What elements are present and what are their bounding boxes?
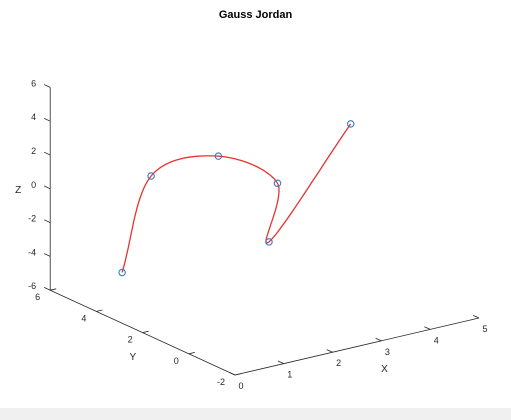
y-tick-label: 4 <box>81 313 86 323</box>
x-axis-line <box>234 317 480 376</box>
z-tick-label: -4 <box>28 247 36 257</box>
y-tick-label: 0 <box>174 356 179 366</box>
z-tick <box>44 84 51 88</box>
z-tick-label: 0 <box>31 180 36 190</box>
y-tick <box>188 352 195 355</box>
z-tick-label: 6 <box>31 78 36 88</box>
z-tick <box>44 253 51 257</box>
x-tick-label: 1 <box>287 370 292 380</box>
y-axis-label: Y <box>129 352 136 363</box>
x-tick <box>375 337 382 342</box>
data-point-marker <box>118 268 126 277</box>
figure-bottom-strip <box>0 408 511 420</box>
z-tick-label: -2 <box>28 214 36 224</box>
x-tick <box>326 349 333 353</box>
z-tick <box>44 118 51 122</box>
z-tick <box>44 219 51 223</box>
x-tick <box>473 315 480 319</box>
data-point-marker <box>346 120 355 128</box>
z-tick-label: -6 <box>28 281 36 291</box>
x-tick-label: 2 <box>336 358 341 368</box>
y-tick <box>96 309 103 312</box>
z-tick-label: 2 <box>31 146 36 156</box>
y-tick <box>50 288 57 291</box>
y-tick <box>142 330 149 333</box>
x-axis-label: X <box>381 364 388 375</box>
x-tick-label: 3 <box>385 347 390 357</box>
x-tick-label: 0 <box>238 381 243 391</box>
data-point-marker <box>265 238 273 246</box>
chart-title: Gauss Jordan <box>218 9 293 21</box>
y-tick <box>234 373 242 376</box>
x-tick <box>277 360 284 364</box>
data-point-marker <box>273 179 282 188</box>
z-tick-label: 4 <box>31 112 36 122</box>
data-point-marker <box>214 152 223 160</box>
z-tick <box>44 185 51 190</box>
x-tick <box>424 326 431 330</box>
curve-line <box>121 123 352 273</box>
x-tick-label: 5 <box>482 324 487 334</box>
z-axis-label: Z <box>15 185 21 196</box>
y-tick-label: 6 <box>35 292 40 302</box>
y-tick-label: 2 <box>128 335 133 345</box>
x-tick-label: 4 <box>434 335 439 345</box>
z-tick <box>44 151 51 156</box>
z-tick <box>44 287 51 291</box>
y-tick-label: -2 <box>217 377 225 387</box>
data-point-marker <box>147 172 155 180</box>
